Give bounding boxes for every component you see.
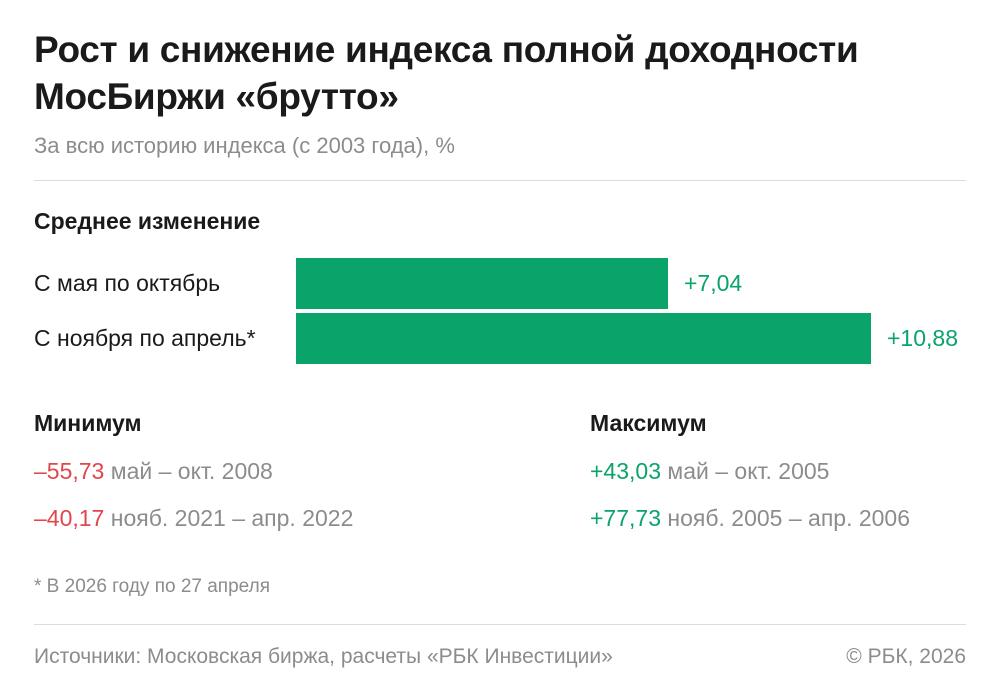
footnote: * В 2026 году по 27 апреля bbox=[34, 576, 270, 597]
bottom-divider bbox=[34, 624, 966, 625]
bar bbox=[296, 258, 668, 309]
top-divider bbox=[34, 180, 966, 181]
maximum-period: нояб. 2005 – апр. 2006 bbox=[667, 505, 911, 531]
minimum-period: май – окт. 2008 bbox=[110, 458, 273, 484]
source-note: Источники: Московская биржа, расчеты «РБ… bbox=[34, 645, 613, 668]
maximum-row: +43,03 май – окт. 2005 bbox=[590, 458, 829, 485]
bar-section-title: Среднее изменение bbox=[34, 208, 261, 234]
bar-value-label: +7,04 bbox=[684, 270, 743, 296]
maximum-period: май – окт. 2005 bbox=[667, 458, 830, 484]
bar bbox=[296, 313, 871, 364]
maximum-heading: Максимум bbox=[590, 410, 707, 436]
maximum-value: +43,03 bbox=[590, 458, 661, 484]
bar-category-label: С ноября по апрель* bbox=[34, 325, 256, 351]
chart-subtitle: За всю историю индекса (с 2003 года), % bbox=[34, 133, 455, 158]
minimum-row: –40,17 нояб. 2021 – апр. 2022 bbox=[34, 505, 353, 532]
minimum-period: нояб. 2021 – апр. 2022 bbox=[110, 505, 354, 531]
copyright: © РБК, 2026 bbox=[846, 645, 966, 668]
minimum-value: –55,73 bbox=[34, 458, 105, 484]
bar-category-label: С мая по октябрь bbox=[34, 270, 221, 296]
bar-value-label: +10,88 bbox=[887, 325, 958, 351]
chart-title: Рост и снижение индекса полной доходност… bbox=[34, 29, 859, 117]
minimum-heading: Минимум bbox=[34, 410, 142, 436]
maximum-row: +77,73 нояб. 2005 – апр. 2006 bbox=[590, 505, 910, 532]
minimum-row: –55,73 май – окт. 2008 bbox=[34, 458, 273, 485]
minimum-value: –40,17 bbox=[34, 505, 105, 531]
maximum-value: +77,73 bbox=[590, 505, 661, 531]
